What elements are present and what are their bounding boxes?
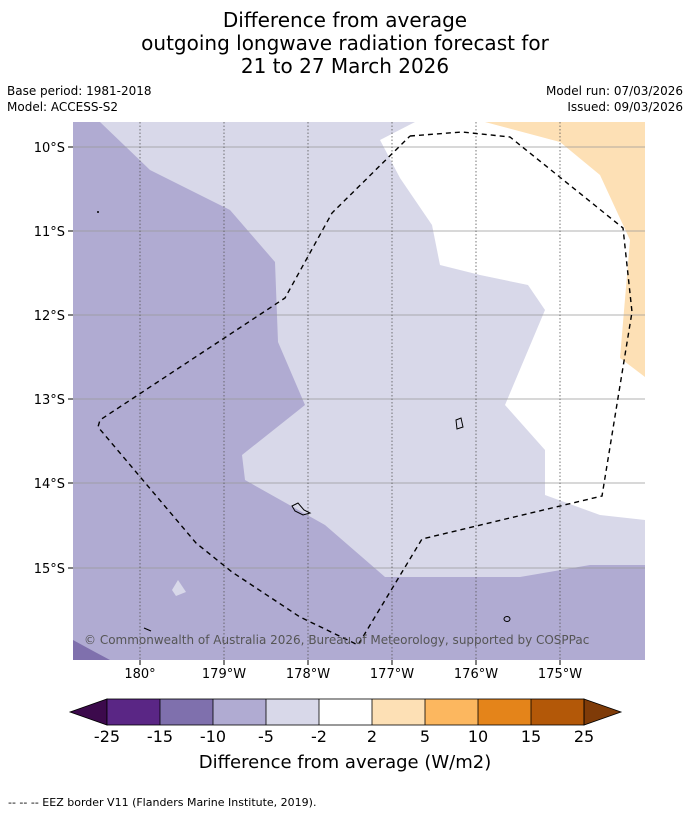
copyright-notice: © Commonwealth of Australia 2026, Bureau… (84, 633, 590, 647)
island-shape (291, 502, 312, 516)
colorbar-segment (319, 699, 372, 725)
lat-gridlines (73, 146, 645, 569)
lat-label: 13°S (34, 393, 65, 408)
colorbar-tick-label: -10 (199, 727, 227, 746)
island-shape (455, 417, 464, 430)
colorbar-tick-label: -2 (311, 727, 327, 746)
colorbar-segment (372, 699, 425, 725)
colorbar-segment (266, 699, 319, 725)
colorbar-tick-label: 25 (573, 727, 595, 746)
axis-ticks (68, 146, 561, 665)
model-run-label: Model run: 07/03/2026 (545, 84, 683, 98)
lat-label: 14°S (34, 477, 65, 492)
fill-band-c5 (380, 122, 645, 520)
colorbar-tick-label: 5 (419, 727, 431, 746)
lon-label: 179°W (202, 667, 246, 682)
lat-label: 15°S (34, 562, 65, 577)
lon-label: 175°W (538, 667, 582, 682)
lon-gridlines (139, 122, 561, 660)
base-period-label: Base period: 1981-2018 (7, 84, 152, 98)
eez-border-line (97, 131, 633, 646)
lon-label: 176°W (454, 667, 498, 682)
lat-label: 11°S (34, 225, 65, 240)
colorbar-tick-label: 2 (366, 727, 378, 746)
colorbar (68, 698, 623, 726)
island-shape (503, 616, 511, 622)
colorbar-segment (478, 699, 531, 725)
fill-band-c2 (73, 640, 110, 660)
lat-label: 12°S (34, 309, 65, 324)
colorbar-extend-low (68, 698, 108, 726)
colorbar-segment (107, 699, 160, 725)
lat-label: 10°S (34, 141, 65, 156)
title-line-1: Difference from average (222, 8, 468, 32)
colorbar-segment (531, 699, 584, 725)
title-line-3: 21 to 27 March 2026 (240, 54, 450, 78)
colorbar-tick-label: -15 (146, 727, 174, 746)
model-label: Model: ACCESS-S2 (7, 100, 119, 114)
colorbar-segment (425, 699, 478, 725)
issued-label: Issued: 09/03/2026 (567, 100, 683, 114)
island-shape (143, 627, 152, 632)
lon-label: 178°W (286, 667, 330, 682)
colorbar-outline (106, 698, 585, 726)
colorbar-tick-label: -25 (93, 727, 121, 746)
colorbar-segment (213, 699, 266, 725)
anomaly-field (73, 122, 645, 660)
colorbar-title: Difference from average (W/m2) (198, 752, 492, 773)
lon-label: 177°W (370, 667, 414, 682)
colorbar-tick-label: 10 (467, 727, 489, 746)
fill-patch-c4 (172, 580, 186, 596)
title-line-2: outgoing longwave radiation forecast for (141, 31, 549, 55)
colorbar-tick-label: 15 (520, 727, 542, 746)
island-shape (97, 211, 99, 213)
colorbar-tick-label: -5 (258, 727, 274, 746)
fill-band-c6 (485, 122, 645, 377)
lon-label: 180° (124, 667, 155, 682)
colorbar-segment (160, 699, 213, 725)
colorbar-extend-high (583, 698, 623, 726)
eez-legend-note: -- -- -- EEZ border V11 (Flanders Marine… (8, 796, 317, 809)
